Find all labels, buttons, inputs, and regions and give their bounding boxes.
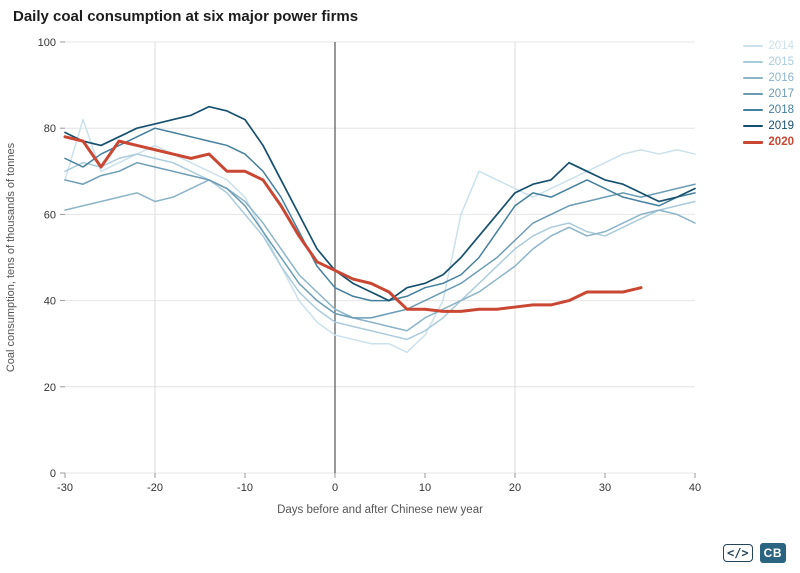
legend-swatch — [743, 93, 764, 95]
legend-item-2019: 2019 — [743, 120, 794, 132]
legend-swatch — [743, 45, 764, 47]
legend-item-2014: 2014 — [743, 40, 794, 52]
legend-swatch — [743, 125, 764, 127]
series-line-2016 — [64, 179, 696, 332]
y-tick-label: 80 — [44, 123, 56, 135]
legend-swatch — [743, 61, 764, 63]
y-tick-label: 100 — [38, 37, 56, 49]
legend-label: 2016 — [768, 72, 794, 84]
x-tick-label: -20 — [147, 482, 163, 494]
chart-area: 0 20 40 60 80 100 -30 -20 -10 0 10 20 30 40 Days befor… — [0, 28, 800, 533]
legend-item-2015: 2015 — [743, 56, 794, 68]
x-axis-title: Days before and after Chinese new year — [277, 504, 483, 516]
legend-item-2018: 2018 — [743, 104, 794, 116]
chart-legend: 2014 2015 2016 2017 2018 2019 2020 — [743, 40, 794, 148]
x-tick-label: 20 — [509, 482, 521, 494]
carbonbrief-logo: CB — [759, 543, 786, 563]
legend-swatch — [743, 109, 764, 111]
series-line-2018 — [64, 127, 696, 302]
x-tick-label: -30 — [57, 482, 73, 494]
code-icon: </> — [722, 544, 753, 562]
legend-label: 2018 — [768, 104, 794, 116]
legend-label: 2020 — [768, 136, 794, 148]
line-chart: 0 20 40 60 80 100 -30 -20 -10 0 10 20 30 40 Days befor… — [5, 37, 701, 516]
legend-label: 2015 — [768, 56, 794, 68]
legend-swatch — [743, 77, 764, 79]
legend-item-2020: 2020 — [743, 136, 794, 148]
legend-label: 2019 — [768, 120, 794, 132]
y-tick-label: 40 — [44, 296, 56, 308]
y-axis-title: Coal consumption, tens of thousands of t… — [5, 142, 17, 372]
series-line-2019 — [64, 105, 696, 302]
legend-swatch — [743, 140, 764, 144]
y-tick-label: 0 — [50, 468, 56, 480]
legend-item-2017: 2017 — [743, 88, 794, 100]
series-line-2017 — [64, 161, 696, 319]
y-tick-label: 60 — [44, 209, 56, 221]
x-tick-label: 40 — [689, 482, 701, 494]
series-line-2014 — [64, 118, 696, 354]
x-tick-label: 10 — [419, 482, 431, 494]
legend-label: 2017 — [768, 88, 794, 100]
series-line-2015 — [64, 153, 696, 341]
legend-item-2016: 2016 — [743, 72, 794, 84]
series-line-2020 — [63, 135, 643, 313]
x-tick-label: -10 — [237, 482, 253, 494]
footer: </> CB — [722, 543, 786, 563]
legend-label: 2014 — [768, 40, 794, 52]
y-tick-label: 20 — [44, 382, 56, 394]
x-tick-label: 30 — [599, 482, 611, 494]
x-tick-label: 0 — [332, 482, 338, 494]
chart-title: Daily coal consumption at six major powe… — [13, 8, 359, 25]
